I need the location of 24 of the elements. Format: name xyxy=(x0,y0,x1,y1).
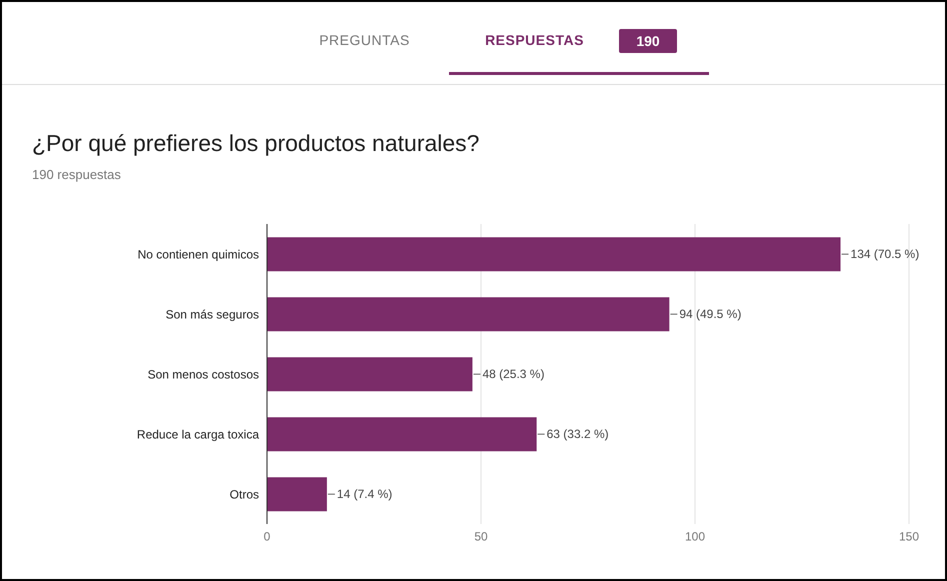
y-tick-label: Son más seguros xyxy=(166,307,259,322)
bar xyxy=(267,417,537,452)
y-tick-label: No contienen quimicos xyxy=(138,247,259,262)
x-tick-label: 50 xyxy=(474,530,488,544)
text: 190 respuestas xyxy=(32,167,121,182)
bar xyxy=(267,297,670,332)
bar xyxy=(267,357,472,392)
data-label: 134 (70.5 %) xyxy=(850,247,920,262)
data-label: 14 (7.4 %) xyxy=(336,487,392,502)
y-tick-label: Otros xyxy=(230,487,259,502)
data-label: 94 (49.5 %) xyxy=(679,307,742,322)
y-tick-label: Reduce la carga toxica xyxy=(136,427,260,442)
bar xyxy=(267,237,841,272)
x-tick-label: 0 xyxy=(264,530,271,544)
x-tick-label: 150 xyxy=(898,530,920,544)
chart-title: ¿Por qué prefieres los productos naturales? xyxy=(32,130,480,157)
data-label: 48 (25.3 %) xyxy=(482,367,544,382)
text: PREGUNTAS xyxy=(318,32,411,48)
data-label: 63 (33.2 %) xyxy=(546,427,609,442)
bar xyxy=(267,477,327,512)
x-tick-label: 100 xyxy=(684,530,706,544)
text: RESPUESTAS xyxy=(484,32,585,48)
text: 190 xyxy=(619,29,677,53)
y-tick-label: Son menos costosos xyxy=(148,367,259,382)
